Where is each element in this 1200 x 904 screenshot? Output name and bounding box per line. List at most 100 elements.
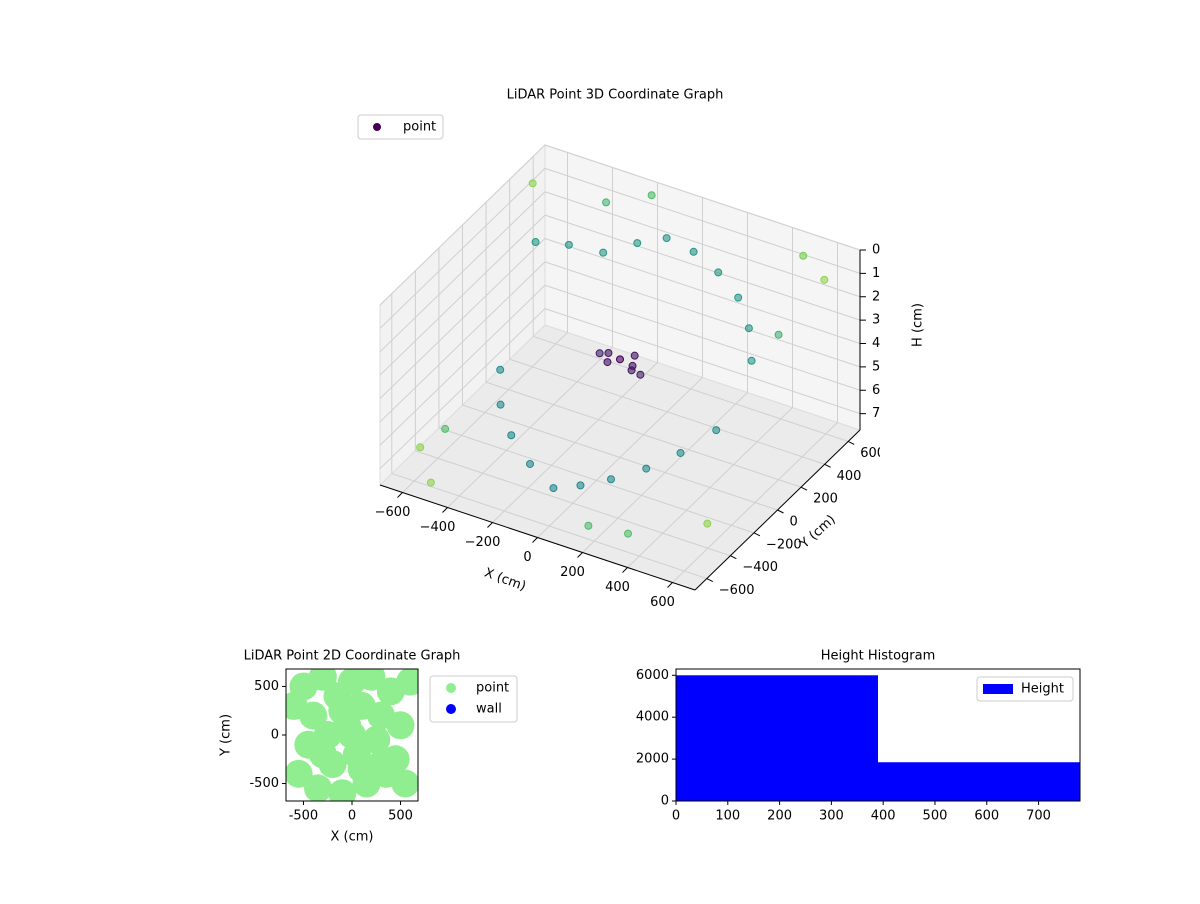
y-tick-label: 500	[254, 679, 279, 694]
grid-line	[438, 427, 755, 534]
grid-line	[509, 358, 825, 465]
x-tick-label: 600	[650, 595, 675, 610]
tick-mark	[730, 555, 737, 560]
x-tick-label: 500	[923, 809, 948, 824]
y-tick-label: −600	[719, 583, 755, 598]
grid-line	[379, 191, 546, 353]
legend-box	[976, 676, 1074, 702]
point	[526, 459, 534, 468]
legend-label: point	[403, 120, 436, 135]
x-tick-label: 300	[819, 809, 844, 824]
point	[714, 268, 723, 277]
axes-frame	[285, 668, 419, 802]
point	[633, 239, 642, 248]
grid-line	[379, 308, 546, 469]
grid-line	[544, 214, 861, 321]
grid-line	[544, 284, 861, 391]
point	[584, 521, 593, 530]
z-tick-label: 300	[872, 313, 897, 328]
x-tick-label: −200	[465, 535, 501, 550]
chart-title: Height Histogram	[821, 649, 936, 664]
plot-3d: −600 −400 −200 0 200 400 600 −600 −400 −200 0 200 40…	[375, 143, 897, 610]
z-axis-label: H (cm)	[911, 303, 926, 347]
point	[647, 191, 656, 200]
x-tick-label: 200	[767, 809, 792, 824]
point	[416, 443, 425, 452]
x-axis-label: X (cm)	[482, 566, 528, 595]
point	[624, 529, 633, 538]
z-tick-label: 600	[872, 383, 897, 398]
x-tick-label: 700	[1026, 809, 1051, 824]
point	[304, 774, 333, 801]
point	[496, 400, 505, 409]
tick-mark	[777, 509, 784, 514]
point	[441, 424, 450, 433]
y-axis-label: Y (cm)	[219, 714, 234, 757]
legend-box	[357, 114, 444, 140]
y-tick-label: −200	[766, 537, 802, 552]
grid-line	[544, 238, 861, 344]
x-tick-label: 400	[605, 580, 630, 595]
point	[734, 293, 743, 302]
point	[689, 247, 698, 256]
point	[328, 779, 357, 801]
chart-title: LiDAR Point 2D Coordinate Graph	[244, 649, 461, 664]
point	[799, 251, 808, 260]
point	[564, 240, 573, 249]
tick-mark	[824, 463, 831, 468]
tick-mark	[487, 522, 493, 528]
point	[747, 356, 756, 365]
grid-line	[379, 168, 546, 329]
grid-line	[379, 261, 546, 423]
y-tick-label: 4000	[636, 710, 669, 725]
x-tick-label: 600	[974, 809, 999, 824]
grid-line	[544, 191, 861, 298]
point	[820, 275, 829, 284]
point	[286, 759, 313, 788]
x-tick-label: 0	[348, 809, 356, 824]
z-tick-label: 100	[872, 266, 897, 281]
tick-mark	[532, 537, 538, 543]
x-tick-label: −600	[375, 505, 411, 520]
point	[603, 358, 612, 367]
grid-line	[544, 308, 861, 415]
y-tick-label: -500	[249, 776, 279, 791]
axis-line	[379, 484, 696, 591]
grid-line	[544, 261, 861, 368]
point	[328, 696, 357, 725]
legend-label: wall	[476, 702, 502, 717]
point	[636, 370, 645, 379]
x-tick-label: 200	[560, 565, 585, 580]
x-tick-label: 400	[871, 809, 896, 824]
point	[391, 769, 418, 798]
legend-marker	[446, 683, 456, 693]
point	[627, 366, 636, 375]
point	[549, 484, 558, 493]
grid-line	[379, 284, 546, 446]
x-tick-label: 0	[672, 809, 680, 824]
point	[338, 721, 366, 749]
point	[676, 448, 685, 457]
legend-marker	[446, 704, 456, 714]
x-tick-label: -500	[289, 809, 319, 824]
grid-line	[379, 238, 546, 399]
x-tick-label: 100	[715, 809, 740, 824]
legend-marker	[373, 123, 381, 131]
tick-mark	[577, 552, 583, 558]
point	[576, 481, 585, 490]
grid-line	[533, 335, 849, 442]
grid-line	[485, 381, 802, 488]
grid-line	[544, 167, 861, 274]
tick-mark	[847, 440, 855, 445]
point	[774, 330, 783, 339]
point	[299, 701, 328, 730]
tick-mark	[667, 582, 673, 588]
x-tick-label: −400	[420, 520, 456, 535]
y-tick-label: 2000	[636, 752, 669, 767]
grid-line	[391, 473, 707, 580]
y-tick-label: 0	[271, 728, 279, 743]
point	[744, 324, 753, 333]
y-tick-label: 6000	[636, 668, 669, 683]
y-axis-label: Y (cm)	[797, 512, 839, 552]
point	[496, 365, 505, 374]
